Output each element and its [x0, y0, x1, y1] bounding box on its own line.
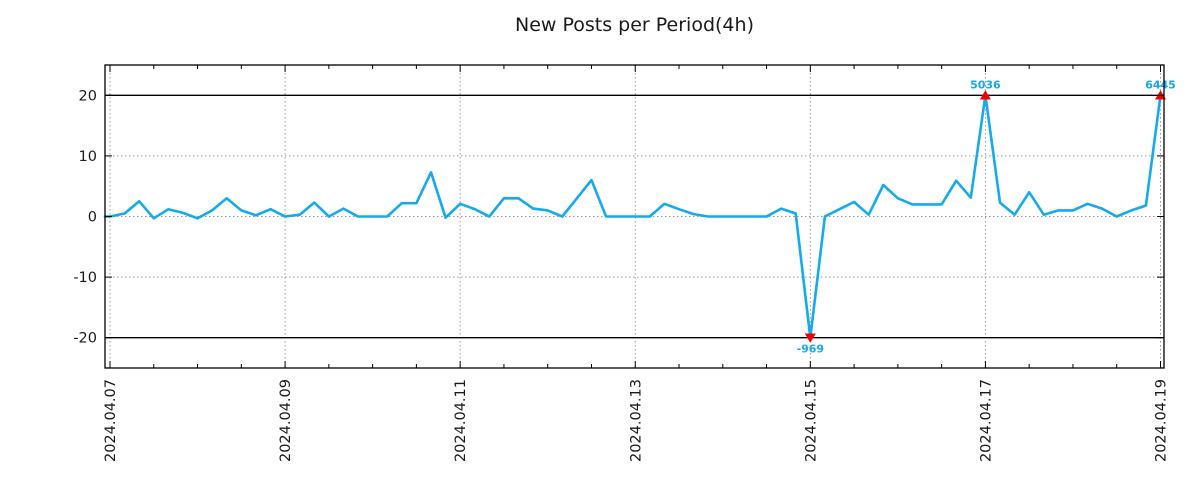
x-tick-label: 2024.04.19 — [1154, 379, 1170, 462]
marker-triangle-down-icon — [804, 333, 816, 343]
data-line — [103, 94, 1162, 340]
x-tick-label: 2024.04.17 — [978, 379, 994, 462]
y-tick-label: -20 — [73, 331, 97, 347]
y-tick-label: 20 — [79, 88, 97, 104]
annotation-label: 5036 — [970, 78, 1001, 91]
y-tick-label: 0 — [88, 210, 97, 226]
y-tick-label: -10 — [73, 270, 97, 286]
y-tick-label: 10 — [79, 149, 97, 165]
marker-triangle-up-icon — [979, 90, 991, 100]
x-tick-label: 2024.04.15 — [803, 379, 819, 462]
annotation-label: -969 — [797, 343, 825, 356]
chart-title: New Posts per Period(4h) — [515, 14, 754, 36]
x-tick-label: 2024.04.11 — [453, 379, 469, 462]
x-tick-label: 2024.04.13 — [628, 379, 644, 462]
x-tick-label: 2024.04.09 — [278, 379, 294, 462]
annotation-label: 6445 — [1145, 78, 1176, 91]
x-tick-label: 2024.04.07 — [103, 379, 119, 462]
